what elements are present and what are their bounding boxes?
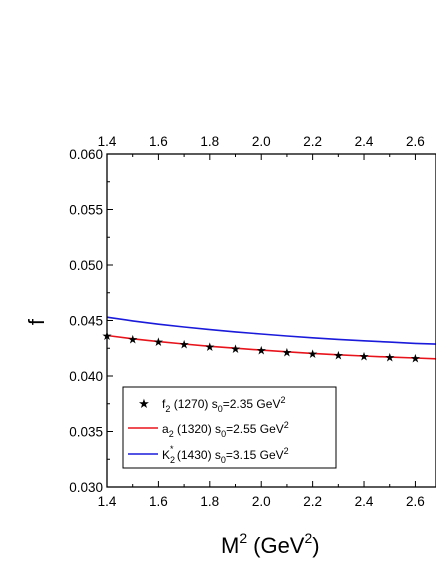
y-tick-label: 0.050 [69, 258, 103, 273]
legend-label-k2: K2* (1430) s0=3.15 GeV2 [162, 444, 289, 465]
legend-marker-f2: ★ [138, 397, 150, 412]
data-point-star: ★ [359, 350, 370, 364]
x-tick-label-bottom: 1.6 [149, 494, 168, 509]
x-tick-label-top: 2.2 [303, 134, 322, 149]
y-tick-label: 0.040 [69, 369, 103, 384]
x-tick-label-top: 2.4 [355, 134, 374, 149]
legend-box [122, 386, 337, 469]
x-tick-label-top: 1.6 [149, 134, 168, 149]
x-axis-title-unit-sup: 2 [304, 530, 312, 546]
x-tick-label-top: 2.0 [252, 134, 271, 149]
data-point-star: ★ [384, 351, 395, 365]
y-tick-label: 0.060 [69, 147, 103, 162]
x-tick-label-bottom: 2.4 [355, 494, 374, 509]
data-point-star: ★ [256, 344, 267, 358]
y-tick-label: 0.035 [69, 425, 103, 440]
x-axis-title-symbol: M [221, 533, 239, 558]
x-tick-label-bottom: 2.0 [252, 494, 271, 509]
data-point-star: ★ [153, 335, 164, 349]
data-point-star: ★ [307, 347, 318, 361]
series-layer: ★ ★ ★ ★ ★ ★ ★ ★ ★ ★ ★ ★ ★ [102, 316, 436, 366]
series-line-1 [106, 334, 436, 360]
data-point-star: ★ [179, 338, 190, 352]
x-tick-label-top: 1.8 [200, 134, 219, 149]
data-point-star: ★ [204, 340, 215, 354]
data-point-star: ★ [230, 342, 241, 356]
x-tick-label-top: 2.6 [406, 134, 425, 149]
x-tick-label-bottom: 2.2 [303, 494, 322, 509]
legend-item-f2: ★ f2 (1270) s0=2.35 GeV2 [138, 395, 285, 414]
x-axis-title: M2 (GeV2) [221, 530, 320, 558]
x-tick-label-top: 1.4 [98, 134, 117, 149]
y-tick-label: 0.030 [69, 480, 103, 495]
x-axis-title-sup: 2 [239, 530, 247, 546]
legend-label-f2: f2 (1270) s0=2.35 GeV2 [162, 395, 285, 414]
x-axis-title-unit: (GeV [253, 533, 305, 558]
x-tick-label-bottom: 1.4 [98, 494, 117, 509]
legend-label-a2: a2 (1320) s0=2.55 GeV2 [162, 420, 289, 439]
ticks-layer: 1.4 1.4 1.6 1.6 1.8 1.8 2.0 2.0 2.2 2.2 2.4 2.4 2.6 2… [69, 134, 425, 509]
series-line-2 [106, 316, 436, 345]
data-point-star: ★ [127, 332, 138, 346]
x-tick-label-bottom: 2.6 [406, 494, 425, 509]
data-point-star: ★ [333, 348, 344, 362]
plot-frame [106, 153, 436, 488]
x-axis-title-unit-close: ) [312, 533, 319, 558]
y-tick-label: 0.045 [69, 314, 103, 329]
y-axis-title: f [24, 318, 49, 325]
data-point-star: ★ [410, 352, 421, 366]
x-tick-label-bottom: 1.8 [200, 494, 219, 509]
data-point-star: ★ [282, 345, 293, 359]
legend-item-k2: K2* (1430) s0=3.15 GeV2 [128, 444, 289, 465]
legend: ★ f2 (1270) s0=2.35 GeV2 a2 (1320) s0=2.… [122, 386, 337, 469]
legend-item-a2: a2 (1320) s0=2.55 GeV2 [128, 420, 289, 439]
y-tick-label: 0.055 [69, 203, 103, 218]
